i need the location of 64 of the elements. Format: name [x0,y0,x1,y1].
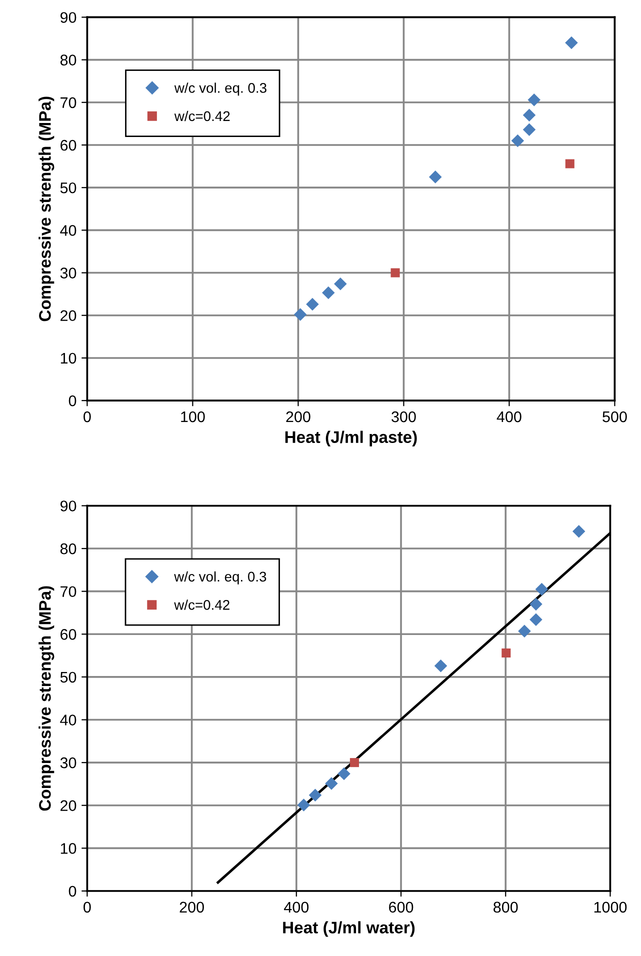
point [390,268,400,278]
point [522,108,536,122]
y-tick-label: 80 [60,543,76,554]
x-axis-title: Heat (J/ml paste) [285,430,417,446]
point [322,286,335,300]
x-tick-label: 200 [286,411,310,422]
y-axis-title: Compressive strength (MPa) [38,96,54,322]
legend-label: w/c=0.42 [174,110,230,122]
point [511,134,524,148]
legend-label: w/c vol. eq. 0.3 [174,571,266,584]
point [528,93,540,106]
x-tick-label: 0 [84,902,91,913]
point [502,648,511,658]
y-tick-label: 90 [60,12,76,23]
y-tick-label: 30 [60,268,76,278]
point [530,613,542,626]
x-tick-label: 200 [180,902,204,913]
legend-label: w/c=0.42 [174,600,230,610]
x-tick-label: 600 [389,902,414,913]
point [565,159,574,168]
y-tick-label: 30 [60,757,76,768]
y-tick-label: 60 [60,140,76,151]
point [522,123,536,136]
point [350,758,359,768]
x-tick-label: 1000 [594,902,627,913]
point [325,777,338,790]
y-tick-label: 60 [60,629,76,640]
y-tick-label: 40 [60,714,76,726]
y-tick-label: 0 [68,395,76,406]
point [572,525,586,538]
y-tick-label: 0 [68,886,76,897]
point [294,308,307,321]
point [518,624,531,638]
point [297,798,310,812]
x-tick-label: 100 [181,411,205,422]
point [334,277,347,290]
point [428,170,442,184]
point [308,788,322,802]
x-tick-label: 800 [494,902,518,913]
point [306,298,319,311]
y-tick-label: 10 [60,843,76,854]
x-tick-label: 400 [284,902,309,913]
point [530,598,542,611]
y-tick-label: 50 [60,672,76,683]
x-axis-title: Heat (J/ml water) [283,921,415,937]
x-tick-label: 400 [496,411,522,422]
x-tick-label: 500 [602,411,627,422]
point [565,36,578,50]
y-tick-label: 90 [60,500,76,512]
y-tick-label: 10 [60,352,76,364]
y-tick-label: 20 [60,800,76,812]
y-axis-title: Compressive strength (MPa) [38,586,54,811]
y-tick-label: 20 [60,310,76,322]
y-tick-label: 80 [60,54,76,66]
y-tick-label: 70 [60,97,76,108]
x-tick-label: 300 [392,411,416,422]
point [338,767,350,780]
y-tick-label: 50 [60,182,76,194]
y-tick-label: 40 [60,225,76,236]
legend-label: w/c vol. eq. 0.3 [174,82,266,96]
x-tick-label: 0 [84,411,91,422]
y-tick-label: 70 [60,586,76,598]
point [535,582,548,596]
point [434,659,448,672]
